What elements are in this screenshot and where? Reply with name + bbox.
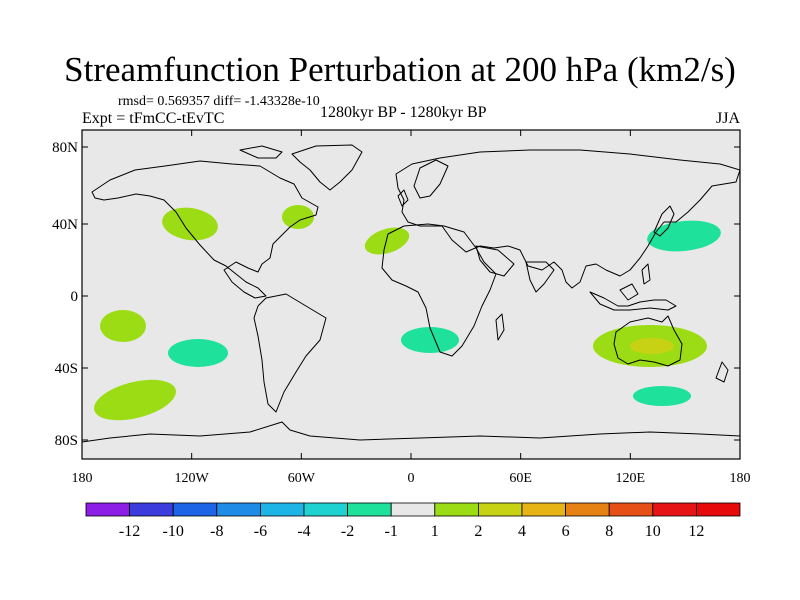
period-label: 1280kyr BP - 1280kyr BP	[320, 104, 487, 121]
lat-label: 0	[71, 289, 79, 305]
colorbar-label: -10	[163, 523, 184, 540]
lat-label: 80N	[52, 140, 78, 156]
colorbar-box	[259, 502, 305, 517]
coast-borneo-philippines	[619, 263, 651, 301]
colorbar-label: -2	[341, 523, 354, 540]
colorbar-box	[85, 502, 130, 517]
coast-british-isles	[397, 189, 409, 207]
lat-label: 40N	[52, 217, 78, 233]
anomaly-region-southern-ocean-nz	[633, 386, 691, 406]
anomaly-region-n-africa-west	[364, 227, 410, 255]
coast-africa	[381, 223, 497, 357]
lon-label: 120E	[616, 471, 646, 486]
anomaly-region-s-pacific-south	[94, 379, 176, 421]
lat-label: 80S	[55, 433, 78, 449]
anomaly-region-n-pacific-east	[162, 207, 218, 241]
coast-greenland	[291, 144, 363, 191]
lon-label: 180	[72, 471, 93, 486]
colorbar-label: -1	[385, 523, 398, 540]
coast-japan	[653, 205, 675, 237]
lon-label: 120W	[175, 471, 210, 486]
colorbar-box	[652, 502, 697, 517]
anomaly-region-s-atlantic	[401, 327, 459, 353]
colorbar-box	[434, 502, 479, 517]
colorbar-box	[565, 502, 610, 517]
colorbar-label: 2	[474, 523, 482, 540]
colorbar-box	[129, 502, 174, 517]
colorbar-label: 1	[431, 523, 439, 540]
coast-arabia	[475, 245, 515, 277]
colorbar-box	[303, 502, 348, 517]
colorbar-box	[696, 502, 741, 517]
colorbar-box	[608, 502, 654, 517]
anomaly-region-australia-inner	[630, 338, 674, 354]
coast-australia	[613, 315, 683, 367]
experiment-label: Expt = tFmCC-tEvTC	[82, 110, 225, 127]
coast-arctic-islands	[239, 145, 283, 159]
colorbar-label: 8	[605, 523, 613, 540]
coast-madagascar	[495, 313, 505, 341]
colorbar-label: 6	[562, 523, 570, 540]
coast-new-zealand	[715, 361, 729, 383]
colorbar-label: -8	[210, 523, 223, 540]
coast-india	[525, 261, 555, 293]
season-label: JJA	[716, 110, 741, 127]
colorbar-label: -4	[297, 523, 310, 540]
colorbar-box	[172, 502, 218, 517]
coastlines	[82, 144, 740, 443]
lon-label: 60E	[509, 471, 532, 486]
colorbar-label: 12	[688, 523, 704, 540]
colorbar-label: -12	[119, 523, 140, 540]
colorbar	[85, 502, 741, 517]
lat-label: 40S	[55, 361, 78, 377]
colorbar-label: -6	[254, 523, 267, 540]
lon-label: 60W	[288, 471, 316, 486]
colorbar-box	[521, 502, 566, 517]
coast-antarctica	[82, 421, 740, 443]
anomaly-region-s-pacific-west	[100, 310, 146, 342]
stats-line: rmsd= 0.569357 diff= -1.43328e-10	[118, 94, 320, 109]
colorbar-label: 10	[645, 523, 661, 540]
colorbar-box	[390, 502, 436, 517]
anomaly-region-s-pacific-central	[168, 339, 228, 367]
colorbar-box	[216, 502, 261, 517]
colorbar-box	[347, 502, 392, 517]
coast-eurasia	[395, 149, 740, 289]
coast-south-america	[253, 293, 327, 413]
anomaly-region-n-atlantic-west	[282, 205, 314, 229]
plot-title: Streamfunction Perturbation at 200 hPa (…	[64, 50, 736, 89]
lon-label: 0	[408, 471, 415, 486]
lon-label: 180	[730, 471, 751, 486]
map-background	[82, 130, 740, 459]
coast-indonesia	[589, 291, 677, 311]
coast-scandinavia	[413, 159, 449, 199]
coast-north-america	[91, 160, 319, 299]
colorbar-label: 4	[518, 523, 526, 540]
anomaly-region-nw-pacific	[647, 220, 721, 252]
colorbar-box	[477, 502, 523, 517]
